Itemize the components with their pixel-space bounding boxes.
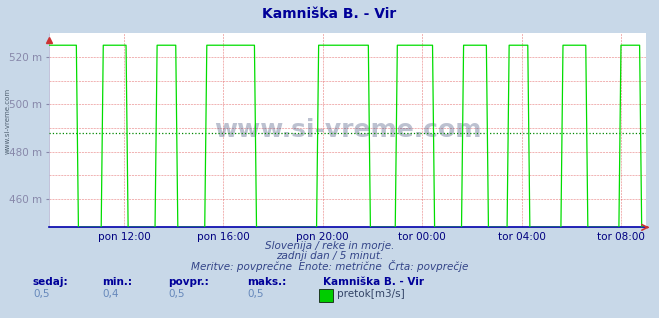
Text: sedaj:: sedaj: <box>33 277 69 287</box>
Text: 0,5: 0,5 <box>247 289 264 299</box>
Text: pretok[m3/s]: pretok[m3/s] <box>337 289 405 299</box>
Text: zadnji dan / 5 minut.: zadnji dan / 5 minut. <box>276 251 383 261</box>
Text: Kamniška B. - Vir: Kamniška B. - Vir <box>262 7 397 21</box>
Text: min.:: min.: <box>102 277 132 287</box>
Text: 0,5: 0,5 <box>33 289 49 299</box>
Text: 0,5: 0,5 <box>168 289 185 299</box>
Text: www.si-vreme.com: www.si-vreme.com <box>214 118 481 142</box>
Text: 0,4: 0,4 <box>102 289 119 299</box>
Text: Meritve: povprečne  Enote: metrične  Črta: povprečje: Meritve: povprečne Enote: metrične Črta:… <box>191 259 468 272</box>
Text: maks.:: maks.: <box>247 277 287 287</box>
Text: povpr.:: povpr.: <box>168 277 209 287</box>
Text: Kamniška B. - Vir: Kamniška B. - Vir <box>323 277 424 287</box>
Text: Slovenija / reke in morje.: Slovenija / reke in morje. <box>265 241 394 252</box>
Text: www.si-vreme.com: www.si-vreme.com <box>5 88 11 154</box>
